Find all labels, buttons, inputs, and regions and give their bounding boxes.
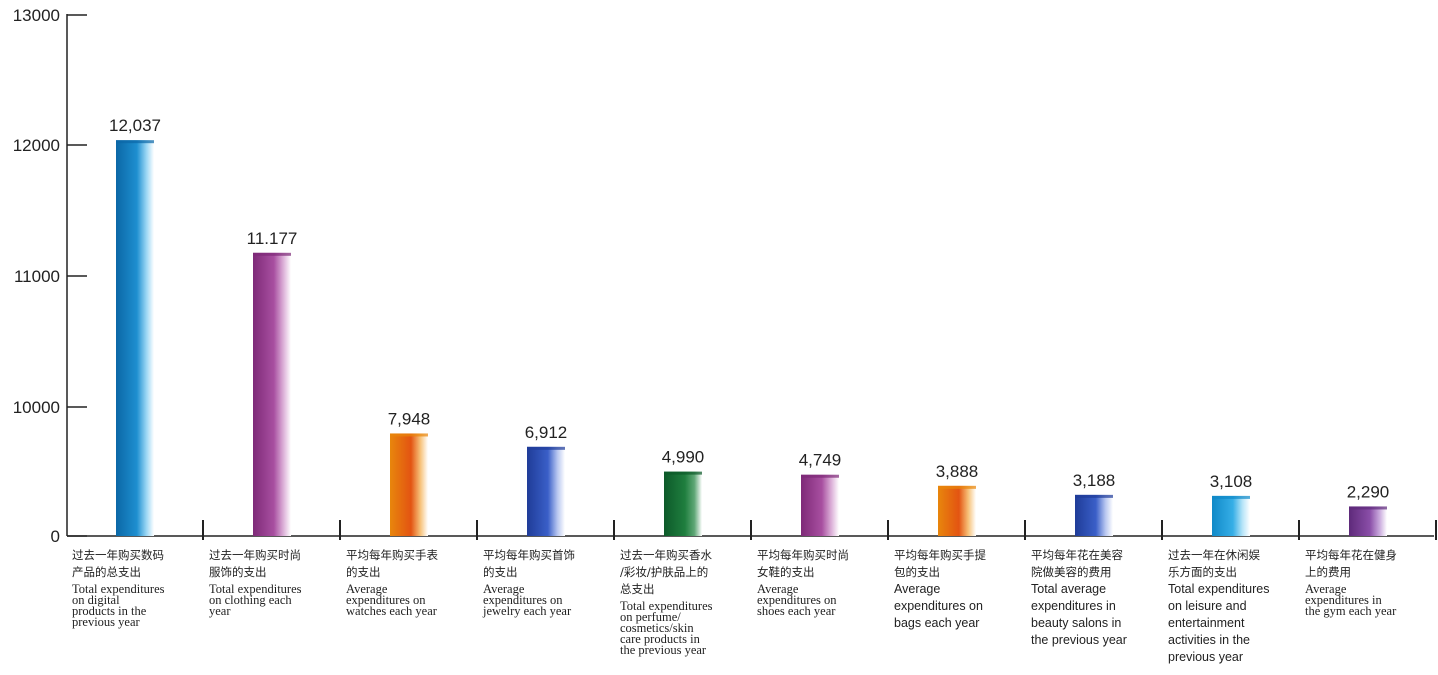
data-label: 3,888 xyxy=(936,462,979,481)
data-label: 4,749 xyxy=(799,451,842,470)
data-label: 11.177 xyxy=(247,229,298,248)
category-label-cn: 过去一年购买香水 xyxy=(620,548,712,562)
bar xyxy=(801,474,839,536)
category-label-cn: 总支出 xyxy=(620,582,655,596)
y-tick-label: 11000 xyxy=(14,267,60,286)
category-label-en: previous year xyxy=(1168,650,1243,664)
bar-cap xyxy=(1349,506,1387,510)
bar-cap xyxy=(116,140,154,144)
category-label-en: cosmetics/skin xyxy=(620,621,694,635)
data-label: 3,108 xyxy=(1210,472,1253,491)
category-label-en: on digital xyxy=(72,593,120,607)
bar-cap xyxy=(801,474,839,478)
y-tick-label: 0 xyxy=(51,527,60,546)
category-label-en: expenditures on xyxy=(346,593,426,607)
bar xyxy=(253,252,291,537)
bar xyxy=(664,471,702,536)
category-label-cn: 院做美容的费用 xyxy=(1031,565,1112,579)
category-label-en: Total expenditures xyxy=(209,582,302,596)
category-label-cn: 平均每年花在美容 xyxy=(1031,548,1123,562)
bar-cap xyxy=(938,485,976,489)
category-label-cn: 平均每年购买首饰 xyxy=(483,548,575,562)
category-label-en: Average xyxy=(346,582,388,596)
bar xyxy=(390,433,428,536)
data-label: 4,990 xyxy=(662,448,705,467)
category-label-en: previous year xyxy=(72,615,141,629)
category-label-en: expenditures in xyxy=(1031,599,1116,613)
data-label: 12,037 xyxy=(109,116,161,135)
category-label-cn: 过去一年在休闲娱 xyxy=(1168,548,1260,562)
category-label-en: Total expenditures xyxy=(1168,582,1269,596)
category-label-cn: 包的支出 xyxy=(894,565,940,579)
category-label-en: shoes each year xyxy=(757,604,836,618)
category-label-en: expenditures on xyxy=(757,593,837,607)
category-label-en: Total expenditures xyxy=(620,599,713,613)
bar xyxy=(1349,506,1387,536)
bar-cap xyxy=(390,433,428,437)
category-label-cn: /彩妆/护肤品上的 xyxy=(620,565,708,579)
category-label-cn: 的支出 xyxy=(483,565,518,579)
category-label-cn: 女鞋的支出 xyxy=(757,565,815,579)
category-label-en: Average xyxy=(894,582,940,596)
category-label-en: the previous year xyxy=(1031,633,1127,647)
data-label: 6,912 xyxy=(525,423,568,442)
category-label-en: Average xyxy=(483,582,525,596)
category-label-en: Average xyxy=(1305,582,1347,596)
category-label-en: jewelry each year xyxy=(482,604,572,618)
data-label: 7,948 xyxy=(388,409,431,428)
category-label-cn: 平均每年购买时尚 xyxy=(757,548,849,562)
data-label: 2,290 xyxy=(1347,482,1390,501)
category-label-en: entertainment xyxy=(1168,616,1245,630)
y-tick-label: 10000 xyxy=(13,398,60,417)
category-label-en: activities in the xyxy=(1168,633,1250,647)
category-label-cn: 平均每年购买手提 xyxy=(894,548,986,562)
category-label-en: beauty salons in xyxy=(1031,616,1121,630)
category-label-cn: 过去一年购买时尚 xyxy=(209,548,301,562)
bar-cap xyxy=(253,252,291,256)
category-label-cn: 服饰的支出 xyxy=(209,565,267,579)
category-label-en: care products in xyxy=(620,632,701,646)
category-label-cn: 产品的总支出 xyxy=(72,565,141,579)
bar-cap xyxy=(664,471,702,475)
category-label-cn: 的支出 xyxy=(346,565,381,579)
bar xyxy=(116,140,154,536)
bar-cap xyxy=(1212,495,1250,499)
category-label-cn: 平均每年花在健身 xyxy=(1305,548,1397,562)
y-tick-label: 13000 xyxy=(13,6,60,25)
category-label-en: expenditures on xyxy=(483,593,563,607)
bar xyxy=(527,446,565,536)
category-label-cn: 平均每年购买手表 xyxy=(346,548,438,562)
category-label-en: on clothing each xyxy=(209,593,292,607)
category-label-cn: 乐方面的支出 xyxy=(1168,565,1237,579)
y-tick-label: 12000 xyxy=(13,136,60,155)
category-label-en: on perfume/ xyxy=(620,610,681,624)
category-label-en: expenditures in xyxy=(1305,593,1382,607)
category-label-en: expenditures on xyxy=(894,599,983,613)
category-label-en: watches each year xyxy=(346,604,438,618)
category-label-en: Total expenditures xyxy=(72,582,165,596)
bar xyxy=(1075,494,1113,536)
category-label-cn: 过去一年购买数码 xyxy=(72,548,164,562)
category-label-en: the gym each year xyxy=(1305,604,1397,618)
category-label-en: bags each year xyxy=(894,616,979,630)
category-label-en: Average xyxy=(757,582,799,596)
category-label-cn: 上的费用 xyxy=(1305,565,1351,579)
category-label-en: year xyxy=(209,604,231,618)
category-label-en: products in the xyxy=(72,604,147,618)
bar-cap xyxy=(1075,494,1113,498)
bar-cap xyxy=(527,446,565,450)
category-label-en: the previous year xyxy=(620,643,707,657)
category-label-en: on leisure and xyxy=(1168,599,1247,613)
bar xyxy=(938,485,976,536)
bar xyxy=(1212,495,1250,536)
category-label-en: Total average xyxy=(1031,582,1106,596)
data-label: 3,188 xyxy=(1073,471,1116,490)
